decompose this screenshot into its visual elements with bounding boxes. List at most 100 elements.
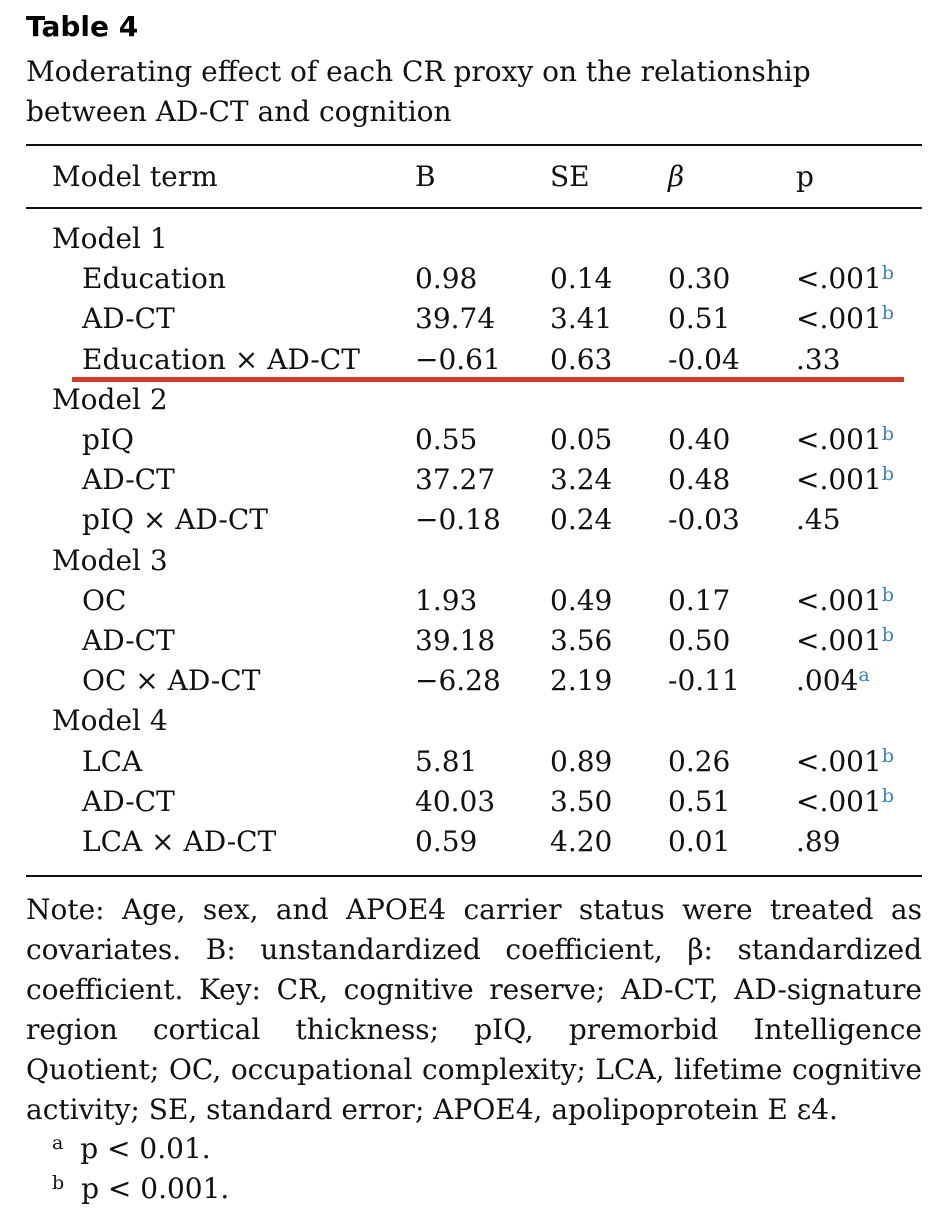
p-value: <.001 [796,583,882,617]
se-cell: 0.05 [550,423,613,456]
significance-footnote-mark[interactable]: b [881,302,894,325]
se-cell: 3.50 [550,784,613,818]
beta-cell: 0.51 [668,784,731,818]
b-cell: 0.59 [415,825,478,858]
term-cell: pIQ × AD-CT [82,503,268,537]
p-value: .33 [796,342,841,376]
footnote-a: a p < 0.01. [52,1132,211,1166]
b-cell: −6.28 [415,664,501,698]
term-cell: AD-CT [82,463,175,497]
se-cell: 3.24 [550,463,613,497]
footnote-mark-b: b [52,1172,65,1194]
significance-footnote-mark[interactable]: b [881,624,894,646]
significance-footnote-mark[interactable]: b [881,784,894,807]
p-cell: .33 [796,343,841,377]
header-model-term: Model term [52,160,218,193]
header-b: B [415,160,436,193]
term-cell: pIQ [82,423,134,456]
se-cell: 3.41 [550,302,613,336]
term-cell: LCA × AD-CT [82,825,277,858]
beta-cell: 0.01 [668,825,731,858]
b-cell: 0.55 [415,423,478,456]
p-cell: <.001b [796,262,894,296]
se-cell: 2.19 [550,664,613,698]
b-cell: 39.18 [415,624,496,657]
p-cell: .45 [796,503,841,537]
significance-footnote-mark[interactable]: b [881,463,894,486]
p-cell: <.001b [796,745,894,779]
top-rule [26,144,922,146]
p-cell: <.001b [796,624,894,658]
beta-cell: 0.30 [668,262,731,296]
significance-footnote-mark[interactable]: a [858,664,870,687]
significance-footnote-mark[interactable]: b [881,423,894,445]
header-se: SE [550,160,590,193]
table-caption: Moderating effect of each CR proxy on th… [26,55,811,128]
term-cell: AD-CT [82,624,175,657]
p-cell: .004a [796,664,870,698]
se-cell: 0.24 [550,503,613,537]
se-cell: 0.63 [550,342,613,376]
p-cell: <.001b [796,302,894,336]
header-rule [26,207,922,209]
b-cell: 37.27 [415,463,496,497]
p-cell: <.001b [796,785,894,819]
highlight-underline [72,377,904,382]
b-cell: −0.18 [415,503,501,537]
beta-cell: 0.51 [668,302,731,336]
b-cell: 5.81 [415,744,478,778]
p-value: <.001 [796,302,882,336]
p-value: <.001 [796,784,882,818]
beta-cell: 0.26 [668,744,731,778]
term-cell: Education [82,262,226,296]
footnote-b: b p < 0.001. [52,1172,229,1206]
significance-footnote-mark[interactable]: b [881,262,894,285]
table-note: Note: Age, sex, and APOE4 carrier status… [26,893,922,1126]
beta-cell: -0.04 [668,342,740,376]
term-cell: OC [82,583,127,617]
p-value: .45 [796,503,841,537]
se-cell: 0.49 [550,583,613,617]
model-group-label: Model 2 [52,382,168,416]
table-label: Table 4 [26,10,139,43]
model-group-label: Model 1 [52,222,168,255]
b-cell: 39.74 [415,302,496,336]
se-cell: 0.14 [550,262,613,296]
p-cell: .89 [796,825,841,859]
header-p: p [796,160,814,193]
p-value: <.001 [796,262,882,296]
significance-footnote-mark[interactable]: b [881,583,894,606]
term-cell: OC × AD-CT [82,664,261,698]
se-cell: 0.89 [550,744,613,778]
p-value: <.001 [796,423,882,456]
p-cell: <.001b [796,463,894,497]
b-cell: 1.93 [415,583,478,617]
beta-cell: 0.48 [668,463,731,497]
term-cell: LCA [82,744,143,778]
beta-cell: 0.40 [668,423,731,456]
beta-cell: -0.03 [668,503,740,537]
se-cell: 4.20 [550,825,613,858]
model-group-label: Model 3 [52,543,168,577]
p-value: .89 [796,825,841,858]
beta-cell: 0.17 [668,583,731,617]
se-cell: 3.56 [550,624,613,657]
beta-cell: -0.11 [668,664,740,698]
p-cell: <.001b [796,584,894,618]
p-cell: <.001b [796,423,894,457]
p-value: <.001 [796,463,882,497]
footnote-text-a: p < 0.01. [80,1132,211,1165]
header-beta: β [668,160,685,193]
term-cell: AD-CT [82,784,175,818]
bottom-rule [26,875,922,877]
p-value: <.001 [796,744,882,778]
b-cell: −0.61 [415,342,501,376]
beta-cell: 0.50 [668,624,731,657]
significance-footnote-mark[interactable]: b [881,744,894,767]
p-value: .004 [796,664,859,698]
p-value: <.001 [796,624,882,657]
b-cell: 0.98 [415,262,478,296]
term-cell: Education × AD-CT [82,342,360,376]
b-cell: 40.03 [415,784,496,818]
term-cell: AD-CT [82,302,175,336]
